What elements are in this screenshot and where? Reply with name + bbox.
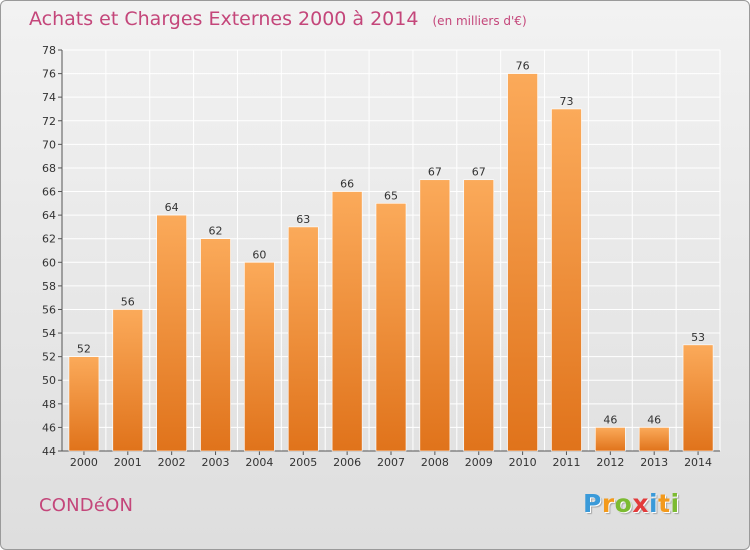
bar	[507, 73, 538, 452]
y-tick-label: 68	[42, 162, 56, 175]
bar	[156, 214, 187, 452]
bar	[375, 203, 407, 452]
bar	[595, 427, 626, 452]
y-tick-label: 46	[42, 421, 56, 434]
y-tick-label: 72	[42, 115, 56, 128]
y-tick-label: 58	[42, 280, 56, 293]
x-tick-label: 2003	[202, 456, 230, 469]
bar	[419, 179, 451, 452]
y-tick-label: 76	[42, 68, 56, 81]
data-label: 46	[647, 413, 661, 426]
y-tick-label: 44	[42, 445, 56, 458]
x-tick-label: 2012	[596, 456, 624, 469]
chart-subtitle: (en milliers d'€)	[432, 14, 527, 28]
y-tick-label: 52	[42, 351, 56, 364]
x-tick-label: 2009	[465, 456, 493, 469]
data-label: 56	[121, 295, 135, 308]
bar	[638, 427, 670, 452]
x-tick-label: 2004	[245, 456, 273, 469]
x-tick-label: 2002	[158, 456, 186, 469]
bar	[244, 261, 275, 452]
chart-title: Achats et Charges Externes 2000 à 2014	[29, 8, 419, 30]
y-tick-label: 54	[42, 327, 56, 340]
y-tick-label: 50	[42, 374, 56, 387]
bar	[68, 356, 100, 452]
data-label: 52	[77, 343, 91, 356]
logo-letter: i	[649, 489, 659, 518]
x-tick-label: 2005	[289, 456, 317, 469]
data-label: 67	[428, 166, 442, 179]
data-label: 67	[472, 166, 486, 179]
bar	[112, 309, 144, 452]
x-tick-label: 2007	[377, 456, 405, 469]
x-tick-label: 2008	[421, 456, 449, 469]
y-tick-label: 78	[42, 44, 56, 57]
data-label: 63	[296, 213, 310, 226]
bar	[551, 108, 582, 452]
y-tick-label: 66	[42, 186, 56, 199]
bar-layer	[68, 73, 714, 452]
bar	[463, 179, 495, 452]
logo-letter: t	[658, 489, 671, 518]
x-tick-label: 2006	[333, 456, 361, 469]
data-label: 60	[252, 248, 266, 261]
bar	[331, 191, 363, 452]
x-tick-label: 2014	[684, 456, 712, 469]
y-tick-label: 60	[42, 256, 56, 269]
proxiti-logo: Proxiti	[583, 489, 680, 518]
bar	[287, 226, 319, 452]
y-tick-label: 48	[42, 398, 56, 411]
y-tick-label: 56	[42, 303, 56, 316]
x-tick-label: 2013	[640, 456, 668, 469]
place-name: CONDéON	[39, 495, 134, 516]
data-label: 66	[340, 178, 354, 191]
logo-letter: x	[632, 489, 649, 518]
label-layer: 52 2000 56 2001 64 2002 62 2003 60 2004 63 2005 66 20…	[70, 60, 712, 469]
logo-letter: r	[601, 489, 615, 518]
logo-letter: o	[614, 489, 633, 518]
y-tick-label: 70	[42, 138, 56, 151]
y-tick-label: 64	[42, 209, 56, 222]
chart-title-block: Achats et Charges Externes 2000 à 2014 (…	[29, 8, 527, 30]
bar	[200, 238, 231, 452]
x-tick-label: 2000	[70, 456, 98, 469]
y-tick-label: 62	[42, 233, 56, 246]
data-label: 73	[559, 95, 573, 108]
logo-letter: i	[670, 489, 680, 518]
x-tick-label: 2001	[114, 456, 142, 469]
x-tick-label: 2010	[509, 456, 537, 469]
data-label: 46	[603, 413, 617, 426]
x-tick-label: 2011	[552, 456, 580, 469]
data-label: 65	[384, 189, 398, 202]
data-label: 76	[516, 60, 530, 73]
bar	[682, 344, 714, 452]
data-label: 62	[209, 225, 223, 238]
data-label: 53	[691, 331, 705, 344]
y-tick-label: 74	[42, 91, 56, 104]
logo-letter: P	[583, 489, 602, 518]
data-label: 64	[165, 201, 179, 214]
